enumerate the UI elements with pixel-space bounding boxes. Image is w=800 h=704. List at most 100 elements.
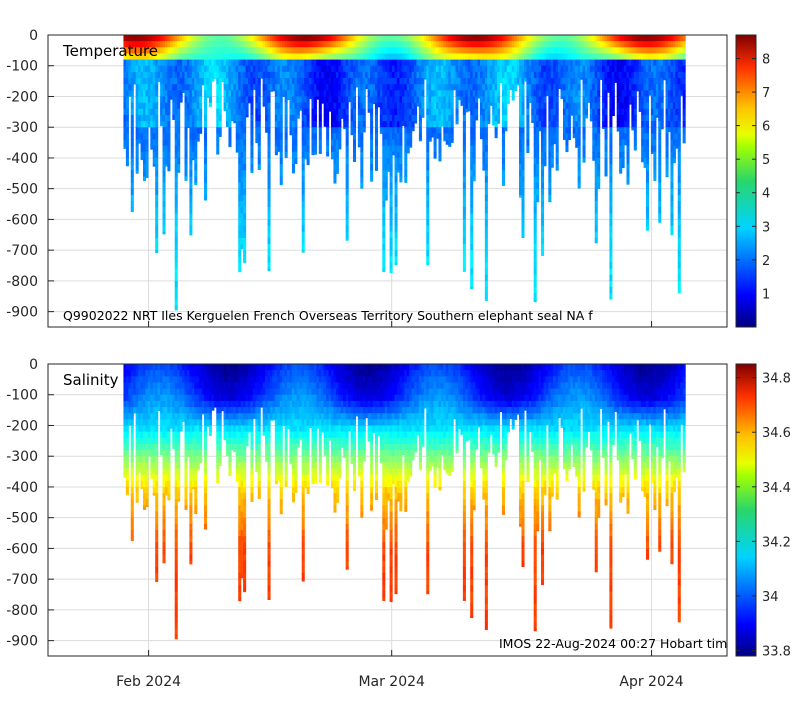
profile-cell [268,164,271,171]
profile-cell [526,103,529,110]
profile-cell [556,146,559,153]
profile-cell [678,219,681,226]
profile-cell [219,96,222,103]
profile-cell [521,103,524,110]
profile-cell [280,152,283,159]
profile-cell [268,201,271,208]
profile-cell [363,96,366,103]
profile-cell [184,146,187,153]
profile-cell [155,536,158,543]
profile-cell [353,109,356,116]
profile-cell [314,109,317,116]
profile-cell [678,275,681,282]
profile-cell [609,127,612,134]
profile-cell [678,158,681,165]
y-tick-label: -600 [6,212,38,228]
profile-cell [302,195,305,202]
profile-cell [502,183,505,186]
profile-cell [326,115,329,122]
profile-cell [678,152,681,159]
profile-cell [353,146,356,153]
profile-cell [126,152,129,159]
profile-cell [658,201,661,208]
profile-cell [346,207,349,214]
profile-cell [167,469,170,476]
profile-cell [155,109,158,116]
profile-cell [666,133,669,140]
profile-cell [243,170,246,177]
profile-cell [426,158,429,165]
profile-cell [470,256,473,263]
profile-cell [258,121,261,128]
profile-cell [145,493,148,500]
profile-cell [163,189,166,196]
profile-cell [475,115,478,121]
colorbar-tick-label: 3 [762,220,770,235]
profile-cell [521,115,524,122]
profile-cell [534,275,537,282]
profile-cell [155,493,158,500]
profile-cell [314,133,317,140]
profile-cell [353,140,356,147]
profile-cell [626,121,629,128]
profile-cell [678,103,681,110]
profile-cell [155,438,158,445]
profile-cell [189,207,192,214]
profile-cell [597,115,600,122]
profile-cell [390,176,393,183]
profile-cell [131,146,134,153]
profile-cell [597,133,600,140]
profile-cell [184,505,187,510]
profile-cell [280,164,283,171]
profile-cell [463,269,466,272]
colorbar-tick-label: 2 [762,254,770,269]
profile-cell [612,84,615,91]
profile-cell [302,238,305,245]
profile-cell [346,164,349,171]
profile-cell [302,189,305,196]
profile-cell [451,115,454,122]
profile-cell [678,201,681,208]
profile-cell [394,226,397,233]
profile-cell [336,152,339,159]
profile-cell [502,152,505,159]
profile-cell [155,121,158,128]
profile-cell [243,256,246,263]
profile-cell [194,146,197,153]
profile-cell [634,115,637,122]
profile-cell [463,127,466,134]
profile-cell [177,456,180,463]
profile-cell [302,213,305,220]
profile-cell [683,103,686,110]
profile-cell [543,115,546,122]
profile-cell [543,109,546,116]
profile-cell [189,189,192,196]
profile-cell [605,96,608,103]
y-tick-label: -400 [6,151,38,167]
profile-cell [451,140,454,143]
profile-cell [163,195,166,202]
profile-cell [167,121,170,128]
profile-cell [470,189,473,196]
profile-cell [268,189,271,196]
profile-cell [375,140,378,147]
profile-cell [155,232,158,239]
profile-cell [609,226,612,233]
profile-cell [534,244,537,251]
profile-cell [536,158,539,165]
profile-cell [463,244,466,251]
profile-cell [326,133,329,140]
profile-cell [319,146,322,153]
profile-cell [583,146,586,153]
profile-cell [131,512,134,519]
profile-cell [658,140,661,147]
profile-cell [463,262,466,269]
profile-cell [177,432,180,439]
profile-cell [626,115,629,122]
y-axis: 0-100-200-300-400-500-600-700-800-900 [6,28,54,321]
profile-cell [189,201,192,208]
profile-cell [126,158,129,165]
profile-cell [145,481,148,488]
profile-cell [658,213,661,220]
profile-cell [177,164,180,171]
